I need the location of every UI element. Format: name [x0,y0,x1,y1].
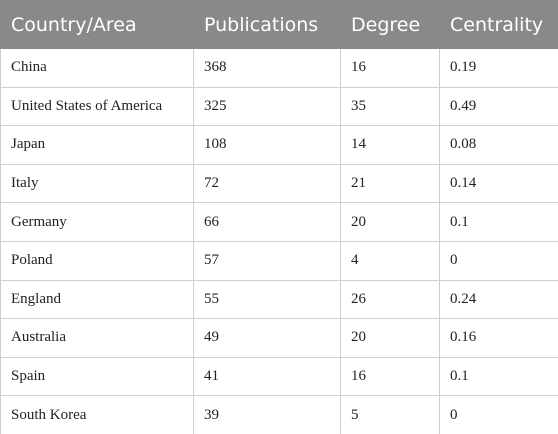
table-cell: 368 [193,48,341,88]
table-cell: 4 [340,240,440,281]
table-row: Australia 49 20 0.16 [0,318,558,358]
table-cell: Japan [0,125,194,165]
table-cell: 0.1 [439,202,558,242]
table-cell: 0.19 [439,48,558,88]
table-cell: United States of America [0,86,194,127]
table-body: China 368 16 0.19 United States of America 32… [0,48,558,434]
table-row: Spain 41 16 0.1 [0,356,558,397]
table-cell: 0 [439,240,558,281]
table-cell: Germany [0,202,194,242]
table-cell: 5 [340,395,440,434]
table-cell: 20 [340,318,440,358]
table-cell: 14 [340,125,440,165]
table-cell: 39 [193,395,341,434]
table-cell: England [0,279,194,320]
table-cell: 16 [340,48,440,88]
table-cell: 0.16 [439,318,558,358]
table-cell: China [0,48,194,88]
table-row: Poland 57 4 0 [0,240,558,281]
table-cell: 108 [193,125,341,165]
table-cell: Spain [0,356,194,397]
table-row: Japan 108 14 0.08 [0,125,558,165]
header-cell: Centrality [439,0,558,49]
header-row: Country/Area Publications Degree Centrality [0,0,558,49]
table-cell: South Korea [0,395,194,434]
table-cell: 26 [340,279,440,320]
header-cell: Degree [340,0,440,49]
table-cell: 0.08 [439,125,558,165]
table-cell: 49 [193,318,341,358]
table-cell: 16 [340,356,440,397]
table-row: United States of America 325 35 0.49 [0,86,558,127]
table-cell: 41 [193,356,341,397]
table-row: Italy 72 21 0.14 [0,163,558,204]
header-cell: Publications [193,0,341,49]
table-cell: 0.14 [439,163,558,204]
table-cell: 0.24 [439,279,558,320]
table-cell: 325 [193,86,341,127]
table-cell: 55 [193,279,341,320]
table-row: South Korea 39 5 0 [0,395,558,434]
table-cell: Italy [0,163,194,204]
table-row: Germany 66 20 0.1 [0,202,558,242]
table-cell: 20 [340,202,440,242]
header-cell: Country/Area [0,0,194,49]
table-cell: 72 [193,163,341,204]
table-row: China 368 16 0.19 [0,48,558,88]
table-cell: 21 [340,163,440,204]
table-cell: Poland [0,240,194,281]
table-cell: 0 [439,395,558,434]
table-cell: 0.1 [439,356,558,397]
table-cell: 66 [193,202,341,242]
table-cell: 0.49 [439,86,558,127]
table-row: England 55 26 0.24 [0,279,558,320]
table-cell: 35 [340,86,440,127]
table-cell: 57 [193,240,341,281]
table-cell: Australia [0,318,194,358]
